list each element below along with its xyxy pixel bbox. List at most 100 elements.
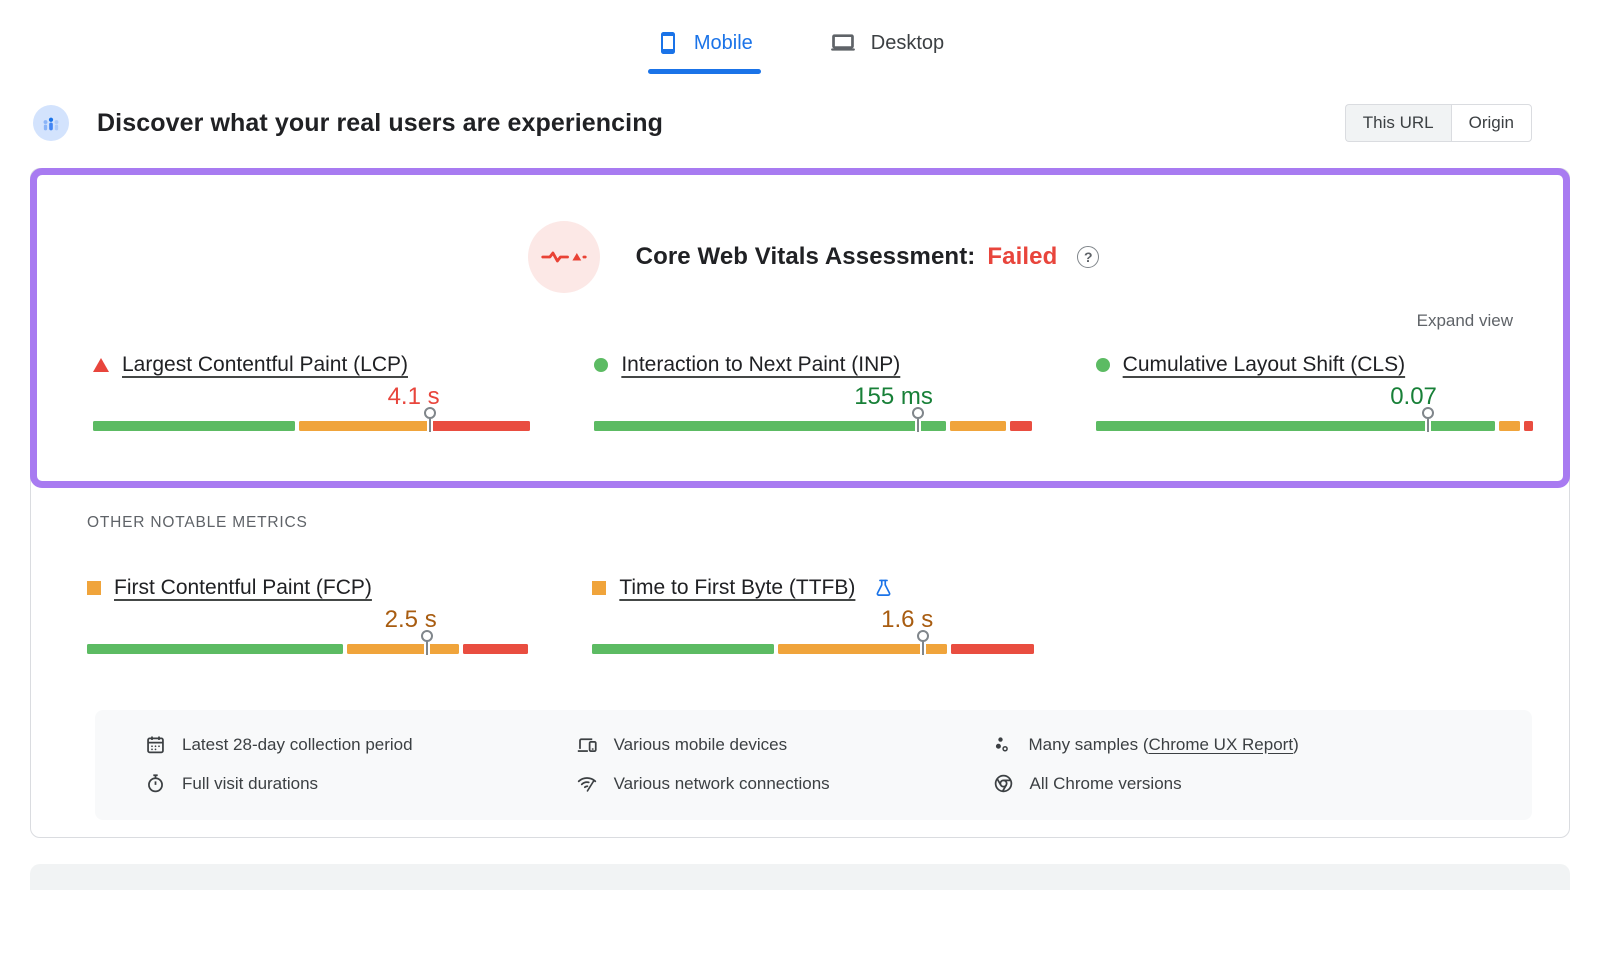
metric-status-icon [87,581,101,595]
metric-label-link[interactable]: Largest Contentful Paint (LCP) [122,353,408,376]
segment-needs-improvement [778,644,948,654]
tab-desktop-label: Desktop [870,31,945,54]
metric-value: 155 ms [854,383,933,410]
segment-needs-improvement [298,421,428,431]
help-icon[interactable]: ? [1077,246,1100,268]
other-metrics-grid: First Contentful Paint (FCP) 2.5 s Time … [80,576,1547,655]
metric-lcp: Largest Contentful Paint (LCP) 4.1 s [93,353,531,432]
scope-toggle: This URL Origin [1344,104,1532,142]
scope-this-url-button[interactable]: This URL [1344,104,1451,142]
segment-poor [463,644,529,654]
metric-value: 4.1 s [387,383,440,410]
info-text: All Chrome versions [1029,773,1182,793]
p75-marker-pin [922,640,925,655]
info-text: Latest 28-day collection period [182,734,413,754]
field-data-card: Core Web Vitals Assessment: Failed ? Exp… [30,168,1570,838]
heartbeat-waveform-icon [527,221,600,293]
metric-value: 2.5 s [384,606,437,633]
segment-poor [951,644,1034,654]
metric-label-link[interactable]: Interaction to Next Paint (INP) [621,353,901,376]
field-data-header: Discover what your real users are experi… [33,104,1532,142]
info-text: Various mobile devices [613,734,788,754]
distribution-bar [1095,421,1534,431]
distribution-bar [592,644,1034,654]
metric-bar-zone: 0.07 [1095,383,1534,432]
core-web-vitals-section: Core Web Vitals Assessment: Failed ? Exp… [30,168,1570,488]
device-tabbar: Mobile Desktop [0,0,1600,74]
metric-label-row: Largest Contentful Paint (LCP) [93,353,530,377]
chrome-ux-report-link[interactable]: Chrome UX Report [1148,734,1294,754]
metric-fcp: First Contentful Paint (FCP) 2.5 s [87,576,529,655]
experimental-flask-icon[interactable] [874,578,893,598]
segment-good [594,421,947,431]
info-text: Full visit durations [182,773,319,793]
stopwatch-icon [148,774,163,793]
metric-bar-zone: 1.6 s [592,606,1034,655]
metric-value: 1.6 s [881,606,934,633]
active-tab-underline [647,69,761,74]
segment-good [592,644,775,654]
segment-poor [431,421,531,431]
calendar-icon [147,736,164,754]
info-devices: Various mobile devices [576,734,993,755]
metric-bar-zone: 155 ms [594,383,1032,432]
metric-label-link[interactable]: First Contentful Paint (FCP) [114,576,372,599]
assessment-title-row: Core Web Vitals Assessment: Failed ? [636,243,1100,271]
segment-needs-improvement [950,421,1007,431]
smartphone-icon [656,30,680,56]
tab-mobile-label: Mobile [693,31,753,54]
metric-cls: Cumulative Layout Shift (CLS) 0.07 [1095,353,1534,432]
samples-icon [995,736,1008,752]
segment-needs-improvement [1498,421,1521,431]
collection-info-bar: Latest 28-day collection period Various … [95,710,1532,820]
info-chrome-versions: All Chrome versions [993,773,1512,794]
metric-label-link[interactable]: Time to First Byte (TTFB) [619,576,856,599]
segment-poor [1524,421,1534,431]
chrome-icon [994,774,1012,793]
info-collection-period: Latest 28-day collection period [145,734,576,755]
info-text: Various network connections [613,773,830,793]
p75-marker-pin [428,417,431,432]
expand-row: Expand view [86,311,1541,331]
distribution-bar [594,421,1032,431]
scope-origin-button[interactable]: Origin [1450,104,1532,142]
p75-marker-pin [1427,417,1430,432]
devices-icon [577,738,597,752]
info-text: Many samples (Chrome UX Report) [1029,735,1299,755]
tab-desktop[interactable]: Desktop [819,16,954,68]
users-icon [33,105,69,141]
core-metrics-grid: Largest Contentful Paint (LCP) 4.1 s Int… [86,353,1541,432]
metric-status-icon [93,358,109,372]
metric-status-icon [1095,358,1110,372]
metric-label-row: First Contentful Paint (FCP) [87,576,528,600]
metric-bar-zone: 2.5 s [87,606,529,655]
expand-view-button[interactable]: Expand view [1416,311,1513,330]
field-data-title: Discover what your real users are experi… [97,108,663,137]
samples-prefix: Many samples ( [1028,734,1149,754]
metric-value: 0.07 [1390,383,1437,410]
metric-label-link[interactable]: Cumulative Layout Shift (CLS) [1122,353,1406,376]
other-metrics-section: OTHER NOTABLE METRICS First Contentful P… [31,488,1569,837]
segment-good [1095,421,1495,431]
metric-ttfb: Time to First Byte (TTFB) 1.6 s [592,576,1034,655]
info-samples: Many samples (Chrome UX Report) [993,734,1512,755]
info-visit-durations: Full visit durations [145,773,576,794]
network-icon [577,777,596,792]
metric-label-row: Interaction to Next Paint (INP) [594,353,1031,377]
distribution-bar [87,644,529,654]
metric-bar-zone: 4.1 s [93,383,531,432]
assessment-title: Core Web Vitals Assessment: [635,243,976,270]
other-metrics-heading: OTHER NOTABLE METRICS [87,514,308,531]
distribution-bar [93,421,531,431]
segment-good [93,421,295,431]
segment-good [87,644,343,654]
assessment-header: Core Web Vitals Assessment: Failed ? [86,221,1541,293]
tab-mobile[interactable]: Mobile [646,16,763,74]
p75-marker-pin [425,640,428,655]
assessment-status: Failed [987,243,1058,270]
p75-marker-pin [916,417,919,432]
laptop-icon [829,30,857,56]
info-network: Various network connections [576,773,993,794]
metric-label-row: Cumulative Layout Shift (CLS) [1095,353,1533,377]
